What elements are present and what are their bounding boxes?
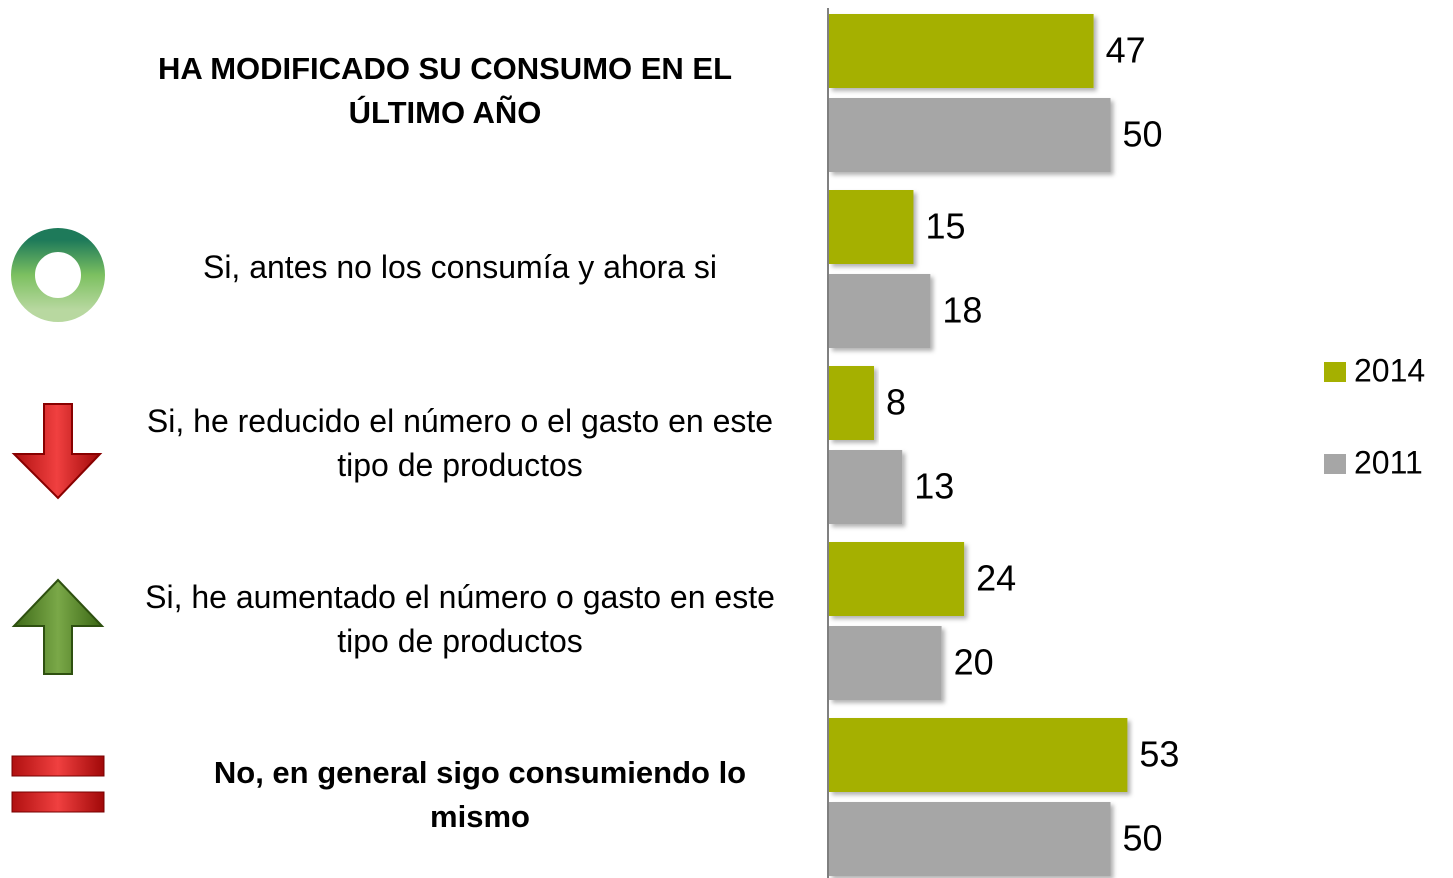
icon-down-arrow <box>11 403 103 500</box>
bar <box>829 542 965 616</box>
icon-equals-bottom <box>11 791 105 813</box>
legend-label: 2014 <box>1354 352 1425 388</box>
value-label: 20 <box>954 642 994 683</box>
value-label: 18 <box>942 290 982 331</box>
icon-equals-top <box>11 755 105 777</box>
bar <box>829 190 914 264</box>
legend-label: 2011 <box>1354 444 1423 480</box>
bar <box>829 274 931 348</box>
legend-swatch <box>1324 362 1346 382</box>
value-label: 50 <box>1123 818 1163 859</box>
icon-circle <box>11 228 105 322</box>
category-label: Si, antes no los consumía y ahora si <box>202 249 718 285</box>
bar <box>829 14 1094 88</box>
bar <box>829 98 1111 172</box>
value-label: 13 <box>914 466 954 507</box>
category-label: Si, he reducido el número o el gasto en … <box>146 403 774 483</box>
category-label: No, en general sigo consumiendo lo mismo <box>213 755 747 834</box>
bar <box>829 718 1128 792</box>
value-label: 8 <box>886 382 906 423</box>
category-label: Si, he aumentado el número o gasto en es… <box>145 579 775 659</box>
value-label: 24 <box>976 558 1016 599</box>
value-label: 15 <box>925 206 965 247</box>
icon-up-arrow <box>11 578 105 675</box>
bar <box>829 366 875 440</box>
legend-swatch <box>1324 454 1346 474</box>
value-label: 53 <box>1139 734 1179 775</box>
bar <box>829 802 1111 876</box>
bar <box>829 450 903 524</box>
category-label: HA MODIFICADO SU CONSUMO EN EL ÚLTIMO AÑ… <box>157 51 733 130</box>
value-label: 50 <box>1123 114 1163 155</box>
bar <box>829 626 942 700</box>
value-label: 47 <box>1106 30 1146 71</box>
